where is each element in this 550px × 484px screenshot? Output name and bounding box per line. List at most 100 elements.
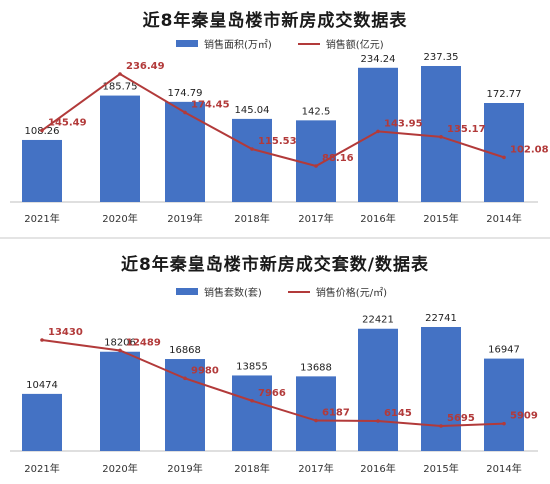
line-point [502,421,506,426]
line-point [118,72,122,76]
line-value-label: 6187 [322,408,350,419]
line-value-label: 174.45 [191,99,230,110]
bar-value-label: 22421 [362,315,394,326]
legend-label-bar: 销售套数(套) [204,288,262,299]
x-tick-label: 2019年 [167,462,202,475]
chart-panel-units: 近8年秦皇岛楼市新房成交套数/数据表 销售套数(套) 销售价格(元/㎡) 104… [0,240,550,484]
x-tick-label: 2021年 [24,462,59,475]
line-point [183,376,187,381]
bar-mark [484,358,524,451]
bar-value-label: 13688 [300,362,332,373]
legend-item-line: 销售价格(元/㎡) [287,284,387,299]
line-value-label: 5909 [510,411,538,422]
x-tick-label: 2016年 [360,212,395,225]
chart-plot-units: 10474 18206 16868 13855 13688 22421 22741 16947… [10,313,538,475]
legend-swatch-line [297,42,320,45]
line-point [183,110,187,115]
line-series [41,339,505,428]
chart-title: 近8年秦皇岛楼市新房成交套数/数据表 [120,255,430,275]
bar-mark [100,95,140,202]
line-value-label: 7966 [258,388,286,399]
line-value-label: 5695 [447,413,475,424]
bar-mark [165,101,205,202]
line-point [439,135,443,139]
line-value-label: 236.49 [126,61,165,72]
line-point [439,424,443,428]
legend-label-bar: 销售面积(万㎡) [204,40,272,51]
line-value-label: 115.53 [258,136,297,147]
line-point [502,155,506,160]
legend-swatch-bar [176,40,198,47]
legend-item-bar: 销售面积(万㎡) [176,36,272,51]
panel-divider [0,237,550,239]
bar-value-label: 18206 [104,338,136,349]
line-value-label: 12489 [126,337,161,348]
bar-mark [358,67,398,202]
line-point [376,419,380,423]
line-value-label: 9980 [191,365,219,376]
legend-label-line: 销售额(亿元) [325,40,384,51]
legend-swatch-bar [176,288,198,295]
bar-value-label: 145.04 [235,105,270,116]
line-point [314,418,318,423]
x-tick-label: 2018年 [234,212,269,225]
x-tick-label: 2019年 [167,212,202,225]
line-value-label: 6145 [384,408,412,419]
chart-title: 近8年秦皇岛楼市新房成交数据表 [142,11,408,31]
x-tick-label: 2021年 [24,212,59,225]
line-point [250,147,254,151]
bar-value-label: 16947 [488,345,520,356]
x-tick-label: 2015年 [423,212,458,225]
bar-mark [358,328,398,451]
x-tick-label: 2014年 [486,212,521,225]
line-value-label: 143.95 [384,118,423,129]
legend-item-bar: 销售套数(套) [176,284,262,299]
x-tick-label: 2020年 [102,212,137,225]
chart-panel-area: 近8年秦皇岛楼市新房成交数据表 销售面积(万㎡) 销售额(亿元) 108.261… [0,0,550,236]
legend-label-line: 销售价格(元/㎡) [315,288,387,299]
bar-mark [165,359,205,451]
line-point [250,398,254,403]
bar-mark [232,118,272,202]
line-point [118,348,122,353]
bar-value-label: 13855 [236,361,268,372]
bar-value-label: 22741 [425,313,457,324]
x-tick-label: 2018年 [234,462,269,475]
bar-value-label: 234.24 [361,54,396,65]
chart-legend: 销售面积(万㎡) 销售额(亿元) [176,36,410,51]
bar-value-label: 174.79 [168,88,203,99]
line-value-label: 145.49 [48,117,87,128]
chart-plot-area: 108.26185.75174.79145.04142.5234.24237.3… [10,52,549,225]
line-point [40,338,44,342]
x-tick-label: 2014年 [486,462,521,475]
line-point [314,164,318,168]
x-tick-label: 2017年 [298,462,333,475]
chart-legend: 销售套数(套) 销售价格(元/㎡) [176,284,413,299]
bar-mark [100,351,140,451]
bar-mark [232,375,272,451]
line-value-label: 102.08 [510,144,549,155]
bar-value-label: 172.77 [487,89,522,100]
bar-value-label: 185.75 [103,82,138,93]
bar-mark [296,376,336,451]
legend-item-line: 销售额(亿元) [297,36,384,51]
bar-mark [421,66,461,202]
x-tick-label: 2017年 [298,212,333,225]
bar-value-label: 10474 [26,380,58,391]
legend-swatch-line [287,290,310,293]
bar-mark [22,393,62,451]
bar-value-label: 142.5 [302,106,331,117]
x-tick-label: 2015年 [423,462,458,475]
line-series [41,72,505,168]
line-point [376,129,380,134]
line-value-label: 13430 [48,327,83,338]
bar-mark [421,327,461,451]
bar-value-label: 16868 [169,345,201,356]
line-value-label: 135.17 [447,124,486,135]
bar-mark [22,139,62,202]
x-tick-label: 2020年 [102,462,137,475]
line-value-label: 88.16 [322,153,354,164]
line-point [40,128,44,133]
bar-mark [296,120,336,202]
bar-value-label: 237.35 [424,52,459,63]
